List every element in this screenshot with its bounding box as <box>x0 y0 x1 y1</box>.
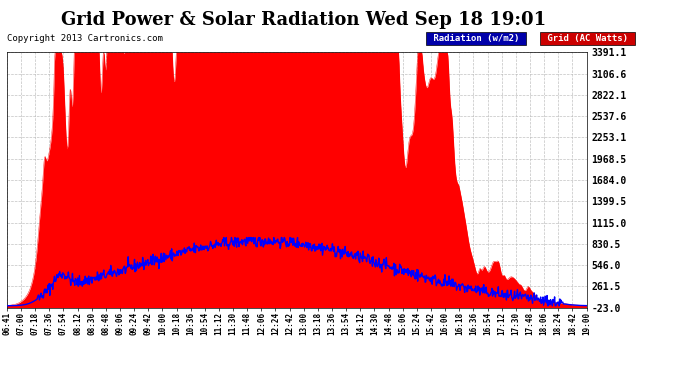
Text: Grid (AC Watts): Grid (AC Watts) <box>542 34 633 43</box>
Text: Grid Power & Solar Radiation Wed Sep 18 19:01: Grid Power & Solar Radiation Wed Sep 18 … <box>61 11 546 29</box>
Text: Radiation (w/m2): Radiation (w/m2) <box>428 34 524 43</box>
Text: Copyright 2013 Cartronics.com: Copyright 2013 Cartronics.com <box>7 34 163 43</box>
